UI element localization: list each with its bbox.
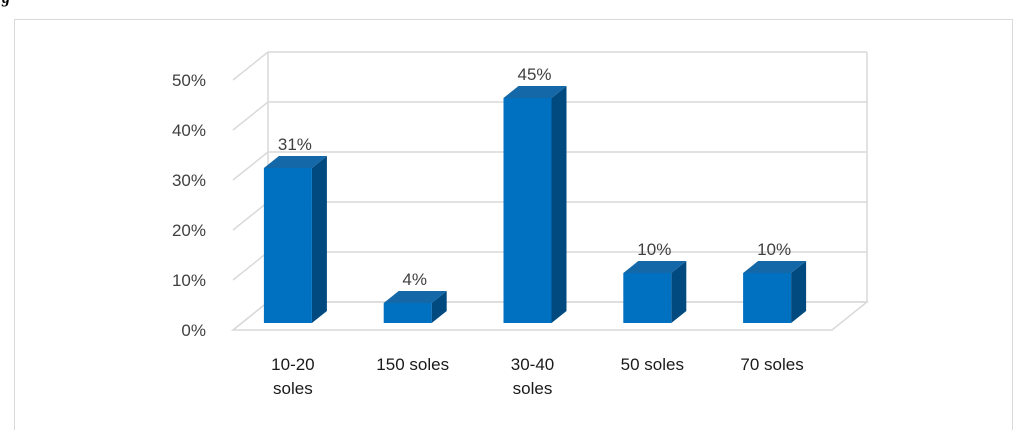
data-label: 45% xyxy=(517,65,551,84)
bar-side xyxy=(791,261,807,323)
gridline-depth xyxy=(232,151,269,181)
gridline-depth xyxy=(232,251,269,281)
bar xyxy=(623,261,687,323)
gridline-depth xyxy=(232,201,269,231)
bar-top xyxy=(383,291,447,303)
bar-top xyxy=(623,261,687,273)
bar-side xyxy=(551,86,567,323)
bar-top xyxy=(503,86,567,98)
gridline-depth xyxy=(232,51,269,81)
chart-frame-right-border xyxy=(1012,19,1013,430)
bar-front xyxy=(743,273,792,323)
y-tick-label: 0% xyxy=(181,321,206,340)
data-labels: 31% 4% 45% 10% 10% xyxy=(278,65,791,289)
category-label: 70 soles xyxy=(740,355,803,374)
category-label: 150 soles xyxy=(376,355,449,374)
bar xyxy=(503,86,567,323)
bar xyxy=(263,156,327,323)
data-label: 31% xyxy=(278,135,312,154)
chart-frame-left-border xyxy=(14,19,15,430)
data-label: 4% xyxy=(402,270,427,289)
chart-frame-top-border xyxy=(14,19,1012,20)
bar-front xyxy=(383,303,432,323)
figure-caption-fragment: g xyxy=(0,0,500,8)
bar xyxy=(743,261,807,323)
bar-front xyxy=(263,168,312,323)
bar-front xyxy=(503,98,552,323)
gridline-depth xyxy=(232,101,269,131)
chart-floor xyxy=(230,301,870,331)
category-label: soles xyxy=(273,379,313,398)
bar-side xyxy=(431,291,447,323)
bar-front xyxy=(623,273,672,323)
y-tick-label: 20% xyxy=(172,221,206,240)
bar-side xyxy=(311,156,327,323)
bar-top xyxy=(743,261,807,273)
bar-side xyxy=(671,261,687,323)
bar xyxy=(383,291,447,323)
y-tick-label: 50% xyxy=(172,71,206,90)
y-tick-label: 30% xyxy=(172,171,206,190)
y-axis-ticks: 0% 10% 20% 30% 40% 50% xyxy=(172,71,206,340)
bars xyxy=(263,86,807,323)
data-label: 10% xyxy=(757,240,791,259)
category-label: 10-20 xyxy=(271,355,314,374)
y-tick-label: 10% xyxy=(172,271,206,290)
category-label: 50 soles xyxy=(621,355,684,374)
x-axis-categories: 10-20 soles 150 soles 30-40 soles 50 soles 70 … xyxy=(271,355,804,398)
data-label: 10% xyxy=(637,240,671,259)
category-label: 30-40 xyxy=(511,355,554,374)
bar-top xyxy=(263,156,327,168)
y-tick-label: 40% xyxy=(172,121,206,140)
category-label: soles xyxy=(513,379,553,398)
